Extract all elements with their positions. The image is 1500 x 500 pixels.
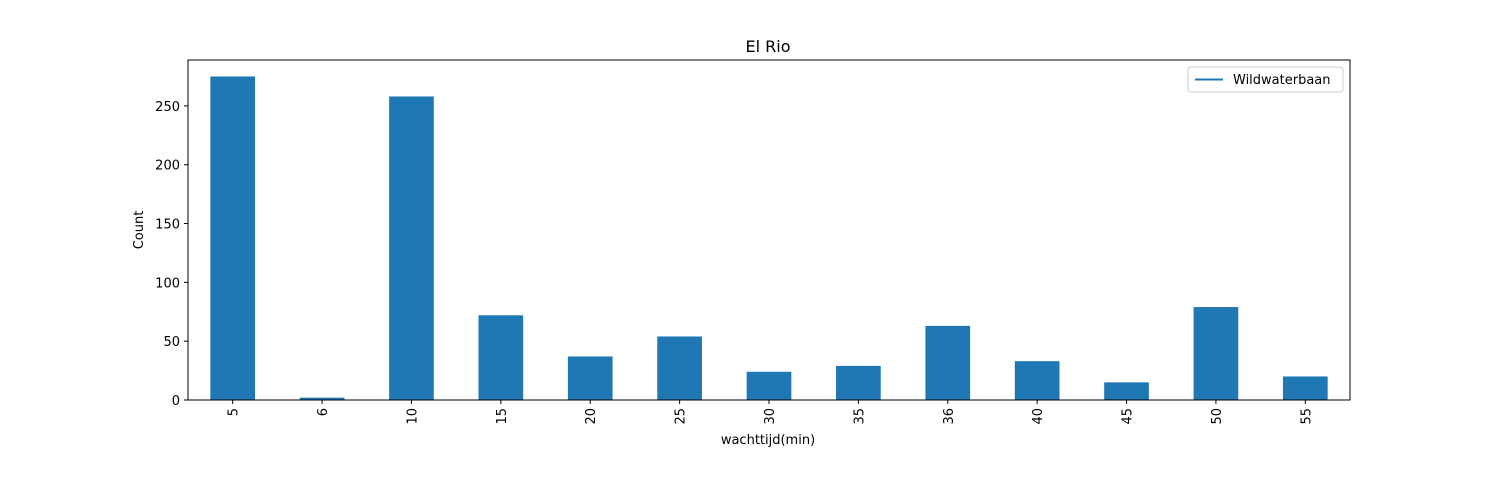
bar-55 bbox=[1282, 376, 1328, 400]
x-tick-label: 5 bbox=[227, 408, 242, 416]
bar-6 bbox=[299, 397, 345, 400]
x-axis-title: wachttijd(min) bbox=[721, 433, 815, 448]
x-tick-label: 50 bbox=[1210, 408, 1225, 425]
legend-box bbox=[1187, 66, 1344, 93]
x-tick-label: 25 bbox=[674, 408, 689, 425]
x-tick-label: 40 bbox=[1031, 408, 1046, 425]
y-tick-label: 100 bbox=[155, 276, 180, 291]
x-axis-ticks: 5 6 10 15 20 25 30 35 36 40 45 50 55 bbox=[227, 400, 1314, 425]
y-tick-label: 250 bbox=[155, 100, 180, 115]
y-tick-label: 50 bbox=[163, 335, 180, 350]
legend-label: Wildwaterbaan bbox=[1233, 73, 1331, 88]
chart-title: El Rio bbox=[746, 37, 791, 56]
plot-frame bbox=[187, 59, 1351, 401]
y-tick-label: 200 bbox=[155, 159, 180, 174]
x-tick-label: 10 bbox=[405, 408, 420, 425]
bar-5 bbox=[210, 76, 256, 401]
y-tick-label: 0 bbox=[172, 394, 180, 409]
bar-36 bbox=[925, 325, 971, 400]
x-tick-label: 55 bbox=[1299, 408, 1314, 425]
bar-40 bbox=[1014, 361, 1060, 400]
x-tick-label: 15 bbox=[495, 408, 510, 425]
x-tick-label: 6 bbox=[316, 408, 331, 416]
bar-20 bbox=[567, 356, 613, 400]
bar-45 bbox=[1104, 382, 1149, 400]
x-tick-label: 36 bbox=[942, 408, 957, 425]
bars-group bbox=[210, 76, 1328, 401]
bar-35 bbox=[836, 365, 881, 400]
bar-30 bbox=[746, 371, 792, 400]
legend: Wildwaterbaan bbox=[1187, 66, 1344, 93]
x-tick-label: 30 bbox=[763, 408, 778, 425]
y-tick-label: 150 bbox=[155, 218, 180, 233]
bar-50 bbox=[1193, 307, 1239, 400]
y-axis-ticks: 0 50 100 150 200 250 bbox=[155, 100, 188, 409]
x-tick-label: 45 bbox=[1121, 408, 1136, 425]
bar-15 bbox=[478, 315, 524, 400]
bar-25 bbox=[657, 336, 702, 400]
x-tick-label: 35 bbox=[852, 408, 867, 425]
y-axis-title: Count bbox=[132, 211, 147, 250]
x-tick-label: 20 bbox=[584, 408, 599, 425]
bar-10 bbox=[389, 96, 434, 401]
